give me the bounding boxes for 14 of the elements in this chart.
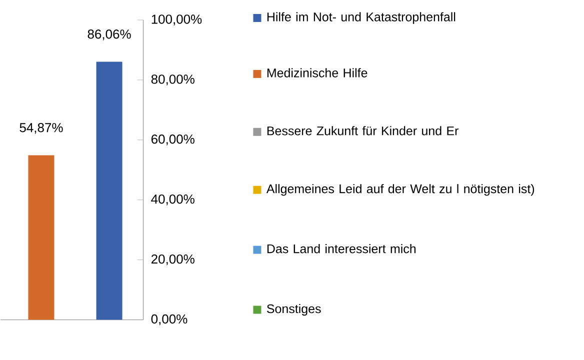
y-tick-label: 0,00%: [151, 314, 188, 326]
legend-label: Allgemeines Leid auf der Welt zu l nötigsten ist): [266, 184, 534, 196]
legend-label: Bessere Zukunft für Kinder und Er: [267, 126, 458, 136]
y-tick-label: 80,00%: [151, 74, 194, 86]
y-tick-label: 60,00%: [151, 134, 194, 146]
data-label: 54,87%: [20, 123, 63, 134]
y-tick-label: 20,00%: [151, 254, 194, 266]
legend-label: Hilfe im Not- und Katastrophenfall: [267, 12, 456, 24]
legend-label: Das Land interessiert mich: [267, 244, 416, 254]
legend-label: Sonstiges: [266, 304, 321, 316]
data-label: 86,06%: [88, 30, 131, 40]
y-tick-label: 100,00%: [152, 14, 202, 26]
legend-label: Medizinische Hilfe: [267, 68, 368, 78]
y-tick-label: 40,00%: [151, 194, 194, 206]
